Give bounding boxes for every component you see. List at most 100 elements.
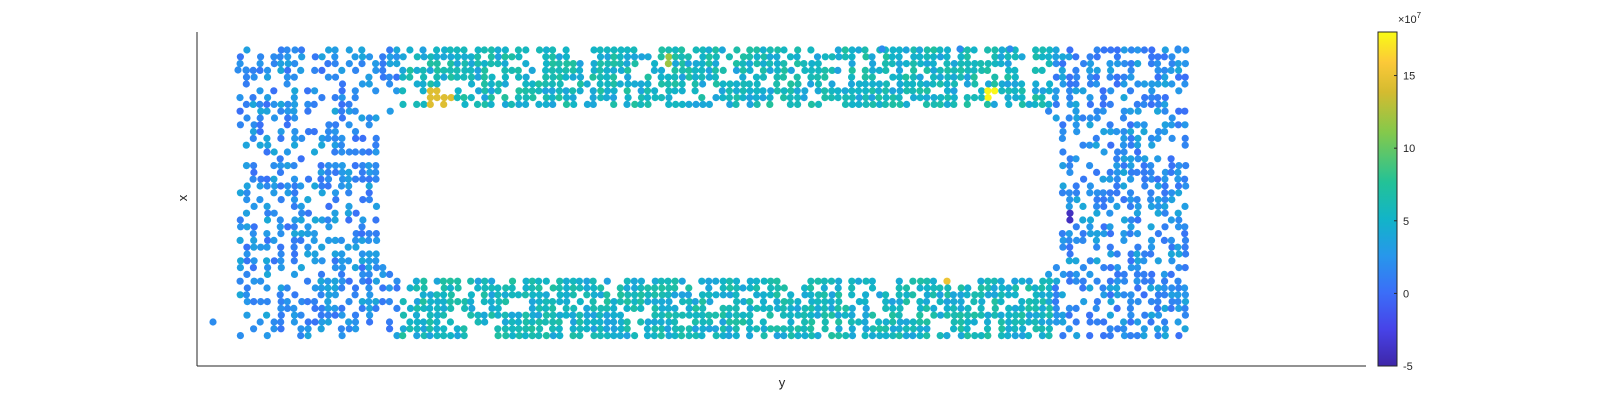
scatter-point <box>753 284 761 292</box>
scatter-point <box>358 223 366 231</box>
scatter-point <box>1045 60 1053 68</box>
scatter-point <box>862 53 870 61</box>
scatter-point <box>1114 60 1122 68</box>
scatter-point <box>1168 189 1176 197</box>
scatter-point <box>284 182 292 190</box>
scatter-point <box>1038 66 1046 74</box>
scatter-point <box>338 66 346 74</box>
scatter-point <box>643 325 652 333</box>
scatter-point <box>861 46 869 54</box>
scatter-point <box>711 311 720 319</box>
scatter-point <box>997 318 1006 326</box>
scatter-point <box>895 60 904 68</box>
scatter-point <box>359 216 367 224</box>
scatter-point <box>895 94 903 102</box>
scatter-point <box>664 291 672 299</box>
scatter-point <box>746 304 754 312</box>
scatter-point <box>1113 291 1122 299</box>
scatter-point <box>596 325 605 333</box>
scatter-point <box>998 87 1006 95</box>
scatter-point <box>454 332 462 340</box>
scatter-point <box>297 236 305 244</box>
scatter-point <box>596 80 604 88</box>
scatter-point <box>256 100 264 108</box>
scatter-point <box>331 291 339 299</box>
scatter-point <box>351 162 359 170</box>
scatter-point <box>964 284 972 292</box>
scatter-point <box>1140 46 1148 54</box>
scatter-point <box>501 66 509 74</box>
scatter-point <box>576 73 585 81</box>
scatter-point <box>813 53 822 61</box>
scatter-point <box>1120 73 1128 81</box>
scatter-point <box>631 291 639 299</box>
scatter-point <box>385 73 393 81</box>
scatter-point <box>1072 80 1080 88</box>
scatter-point <box>936 332 944 340</box>
scatter-point <box>345 298 353 306</box>
scatter-point <box>882 304 890 312</box>
scatter-point <box>298 134 306 142</box>
scatter-point <box>963 73 972 81</box>
scatter-point <box>841 53 849 61</box>
scatter-point <box>501 311 509 319</box>
scatter-point <box>304 298 312 306</box>
scatter-point <box>732 66 741 74</box>
scatter-point <box>630 53 639 61</box>
scatter-point <box>882 298 890 306</box>
scatter-point <box>1005 66 1013 74</box>
scatter-point <box>236 189 244 197</box>
scatter-point <box>467 277 475 285</box>
scatter-point <box>624 94 632 102</box>
scatter-point <box>1161 182 1169 190</box>
scatter-point <box>589 298 597 306</box>
scatter-point <box>264 264 272 272</box>
scatter-point <box>365 264 373 272</box>
scatter-point <box>1148 94 1156 102</box>
scatter-point <box>447 73 455 81</box>
scatter-point <box>563 291 571 299</box>
scatter-point <box>1079 264 1087 272</box>
scatter-point <box>1168 53 1176 61</box>
scatter-point <box>501 100 510 108</box>
scatter-point <box>264 141 272 149</box>
scatter-point <box>950 298 958 306</box>
scatter-point <box>610 298 618 306</box>
scatter-point <box>733 80 741 88</box>
scatter-point <box>542 332 551 340</box>
scatter-point <box>372 168 380 176</box>
scatter-point <box>1120 270 1128 278</box>
scatter-point <box>1065 304 1073 312</box>
scatter-point <box>433 332 441 340</box>
scatter-point <box>454 53 462 61</box>
scatter-point <box>1154 94 1162 102</box>
scatter-point <box>474 318 482 326</box>
scatter-point <box>433 73 441 81</box>
scatter-point <box>1120 168 1128 176</box>
colorbar-tick-label: -5 <box>1403 361 1413 373</box>
scatter-point <box>630 46 638 54</box>
scatter-point <box>943 332 951 340</box>
scatter-point <box>732 100 740 108</box>
scatter-point <box>882 325 890 333</box>
scatter-point <box>528 284 536 292</box>
scatter-point <box>821 94 829 102</box>
scatter-point <box>1127 196 1135 204</box>
scatter-point <box>732 325 740 333</box>
scatter-point <box>345 100 353 108</box>
scatter-point <box>338 264 346 272</box>
scatter-point <box>590 60 598 68</box>
scatter-point <box>467 53 475 61</box>
scatter-point <box>984 87 992 95</box>
scatter-point <box>1133 121 1141 129</box>
scatter-point <box>1066 162 1074 170</box>
scatter-point <box>439 277 447 285</box>
scatter-point <box>1038 94 1046 102</box>
scatter-point <box>318 66 326 74</box>
scatter-point <box>487 100 495 108</box>
scatter-point <box>242 73 251 81</box>
scatter-point <box>808 60 816 68</box>
scatter-point <box>297 216 305 224</box>
scatter-point <box>691 80 699 88</box>
scatter-point <box>324 318 332 326</box>
